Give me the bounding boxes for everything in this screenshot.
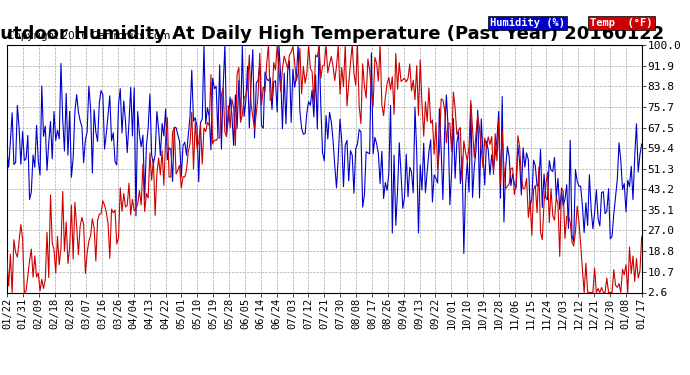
Title: Outdoor Humidity At Daily High Temperature (Past Year) 20160122: Outdoor Humidity At Daily High Temperatu…	[0, 26, 664, 44]
Text: Humidity (%): Humidity (%)	[490, 18, 565, 28]
Text: Copyright 2016 Cartronics.com: Copyright 2016 Cartronics.com	[7, 32, 170, 41]
Text: Temp  (°F): Temp (°F)	[590, 18, 653, 28]
